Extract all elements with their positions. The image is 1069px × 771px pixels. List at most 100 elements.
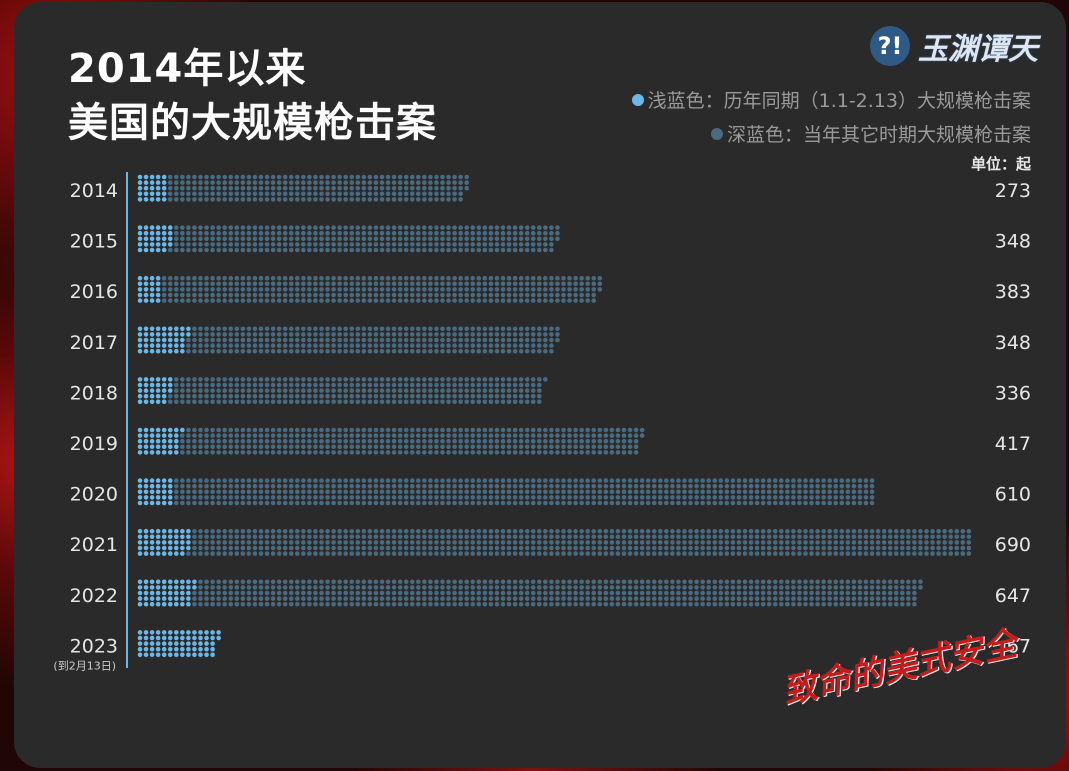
dot-dark bbox=[343, 337, 349, 343]
dot-dark bbox=[476, 281, 482, 287]
dot-dark bbox=[397, 585, 403, 590]
dot-dark bbox=[210, 551, 215, 556]
dot-dark bbox=[518, 438, 524, 444]
dot-dark bbox=[198, 242, 203, 247]
dot-dark bbox=[204, 337, 209, 343]
dot-dark bbox=[216, 242, 221, 247]
dot-dark bbox=[240, 500, 246, 506]
dot-dark bbox=[361, 444, 367, 450]
dot-dark bbox=[397, 230, 403, 236]
dot-light bbox=[143, 601, 149, 607]
dot-dark bbox=[537, 332, 542, 337]
dot-dark bbox=[664, 478, 669, 483]
dot-light bbox=[180, 343, 185, 348]
dot-dark bbox=[645, 545, 651, 551]
dot-dark bbox=[512, 500, 518, 506]
dot-dark bbox=[518, 427, 524, 433]
dot-dark bbox=[198, 247, 203, 253]
dot-dark bbox=[458, 337, 463, 343]
dot-dark bbox=[325, 298, 330, 303]
dot-dark bbox=[192, 197, 197, 202]
dot-dark bbox=[869, 489, 875, 495]
dot-dark bbox=[385, 478, 391, 483]
dot-dark bbox=[881, 596, 887, 601]
dot-dark bbox=[428, 483, 433, 489]
dot-dark bbox=[567, 298, 572, 303]
dot-dark bbox=[204, 281, 209, 287]
dot-dark bbox=[512, 427, 518, 433]
dot-dark bbox=[240, 483, 246, 489]
dot-dark bbox=[458, 590, 463, 596]
dot-dark bbox=[428, 388, 433, 393]
dot-light bbox=[155, 641, 161, 646]
dot-light bbox=[143, 545, 149, 551]
dot-dark bbox=[361, 438, 367, 444]
dot-dark bbox=[458, 343, 463, 348]
dot-dark bbox=[688, 601, 693, 607]
dot-dark bbox=[845, 540, 851, 545]
dot-dark bbox=[270, 326, 276, 332]
dot-dark bbox=[500, 332, 506, 337]
dot-dark bbox=[228, 433, 234, 438]
dot-dark bbox=[930, 540, 935, 545]
dot-light bbox=[167, 332, 173, 337]
dot-dark bbox=[331, 495, 336, 500]
dot-dark bbox=[573, 585, 578, 590]
dot-dark bbox=[391, 348, 397, 354]
dot-dark bbox=[397, 388, 403, 393]
dot-dark bbox=[228, 242, 234, 247]
dot-dark bbox=[276, 287, 282, 292]
dot-dark bbox=[440, 180, 445, 185]
dot-dark bbox=[325, 551, 330, 556]
dot-dark bbox=[391, 596, 397, 601]
dot-dark bbox=[422, 382, 427, 388]
dot-dark bbox=[349, 579, 355, 585]
dot-dark bbox=[240, 275, 246, 281]
dot-dark bbox=[464, 534, 470, 540]
dot-dark bbox=[397, 382, 403, 388]
bar-2020 bbox=[137, 478, 875, 506]
dot-dark bbox=[331, 590, 336, 596]
dot-dark bbox=[252, 287, 258, 292]
dot-dark bbox=[167, 275, 173, 281]
dot-dark bbox=[785, 601, 790, 607]
dot-light bbox=[143, 388, 149, 393]
dot-dark bbox=[446, 478, 451, 483]
dot-dark bbox=[712, 579, 718, 585]
dot-dark bbox=[597, 585, 603, 590]
dot-dark bbox=[452, 590, 457, 596]
dot-dark bbox=[585, 528, 590, 534]
dot-light bbox=[161, 242, 167, 247]
dot-dark bbox=[295, 348, 300, 354]
dot-dark bbox=[639, 433, 645, 438]
dot-dark bbox=[301, 528, 306, 534]
dot-dark bbox=[361, 242, 367, 247]
dot-dark bbox=[228, 585, 234, 590]
dot-light bbox=[137, 500, 143, 506]
dot-dark bbox=[288, 275, 294, 281]
dot-light bbox=[155, 326, 161, 332]
dot-dark bbox=[712, 545, 718, 551]
dot-dark bbox=[240, 551, 246, 556]
dot-dark bbox=[210, 197, 215, 202]
dot-dark bbox=[343, 185, 349, 191]
dot-dark bbox=[488, 433, 494, 438]
dot-dark bbox=[482, 495, 488, 500]
dot-dark bbox=[821, 478, 826, 483]
dot-dark bbox=[791, 540, 796, 545]
dot-dark bbox=[246, 185, 252, 191]
dot-dark bbox=[276, 230, 282, 236]
dot-light bbox=[161, 483, 167, 489]
dot-dark bbox=[198, 444, 203, 450]
dot-dark bbox=[301, 393, 306, 399]
dot-dark bbox=[543, 596, 548, 601]
dot-dark bbox=[361, 292, 367, 298]
dot-dark bbox=[494, 528, 500, 534]
dot-dark bbox=[325, 579, 330, 585]
dot-dark bbox=[579, 540, 584, 545]
dot-dark bbox=[585, 478, 590, 483]
dot-dark bbox=[803, 540, 808, 545]
dot-dark bbox=[833, 601, 839, 607]
dot-dark bbox=[434, 247, 439, 253]
dot-dark bbox=[742, 590, 748, 596]
